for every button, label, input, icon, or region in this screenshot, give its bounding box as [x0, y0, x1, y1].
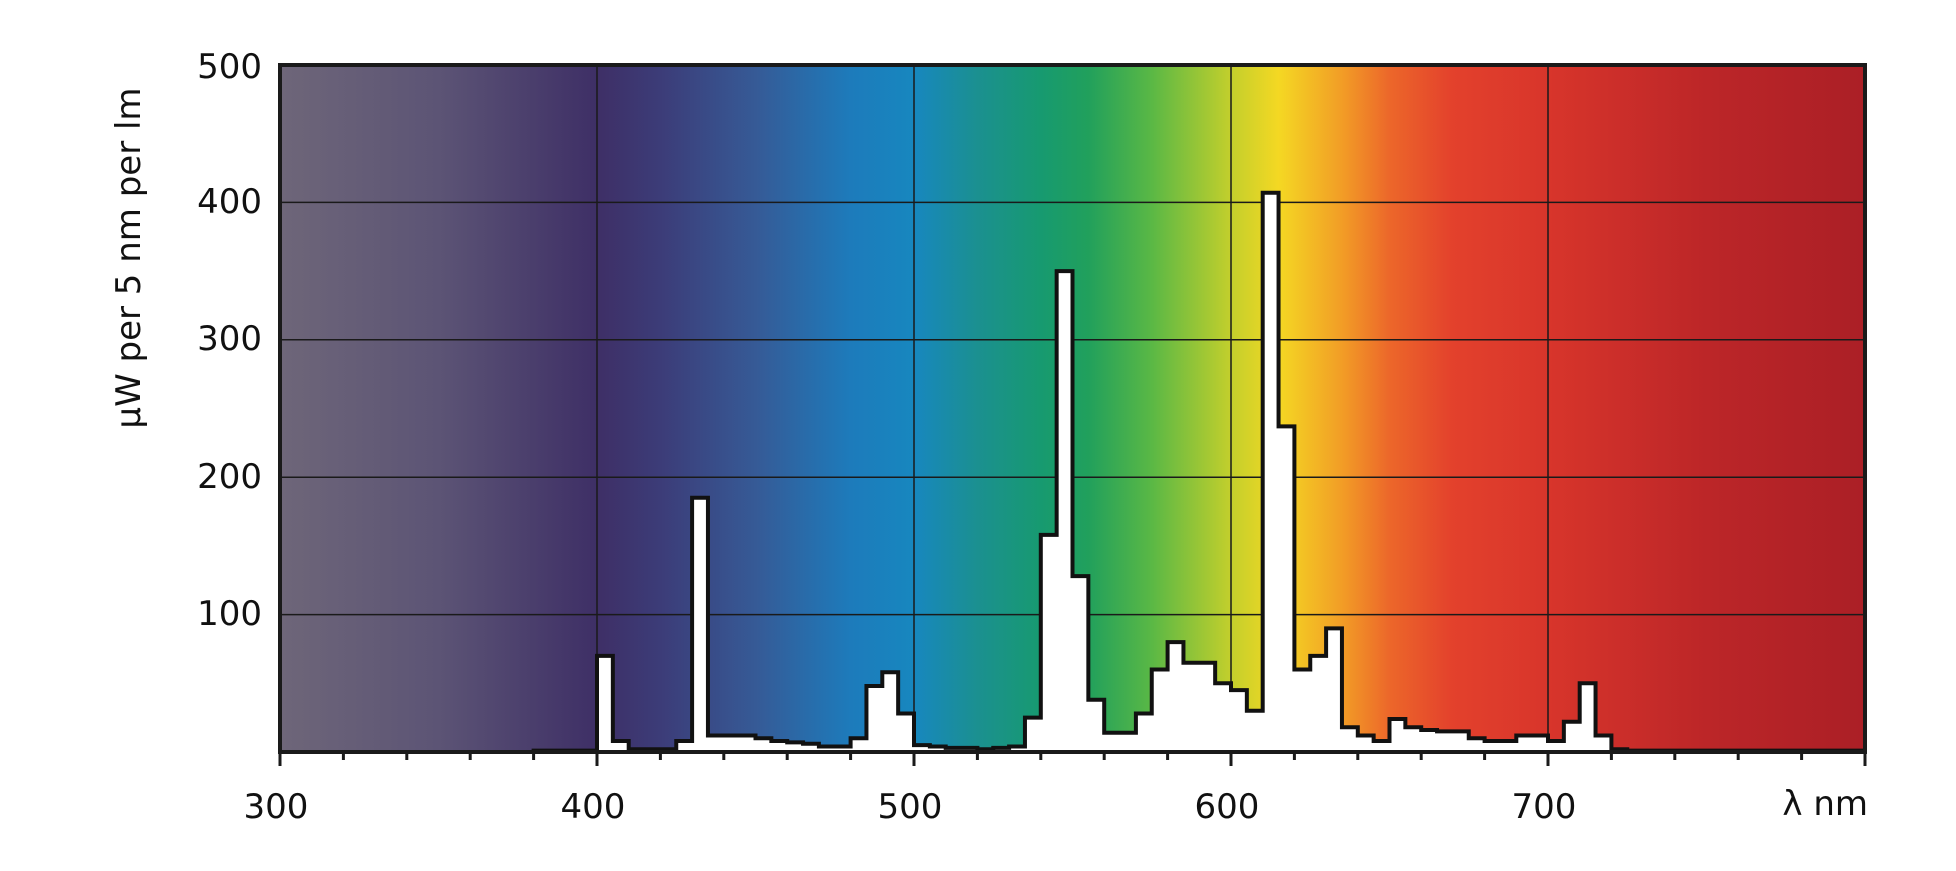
y-tick-labels: 100 200 300 400 500 [197, 47, 262, 634]
x-tick-label: 500 [878, 787, 943, 827]
x-tick-label: 400 [561, 787, 626, 827]
x-tick-label: 300 [244, 787, 309, 827]
ticks [278, 752, 1867, 766]
y-tick-label: 100 [197, 594, 262, 634]
x-tick-label: 600 [1195, 787, 1260, 827]
y-tick-label: 200 [197, 457, 262, 497]
y-tick-label: 300 [197, 319, 262, 359]
y-axis-title: µW per 5 nm per lm [109, 87, 149, 428]
x-axis-title: λ nm [1782, 784, 1868, 824]
y-tick-label: 400 [197, 182, 262, 222]
plot-frame [278, 63, 1867, 754]
spectrum-series-area [280, 190, 1867, 754]
series-layer [280, 190, 1867, 754]
y-tick-label: 500 [197, 47, 262, 87]
x-tick-labels: 300 400 500 600 700 [244, 787, 1577, 827]
x-tick-label: 700 [1512, 787, 1577, 827]
